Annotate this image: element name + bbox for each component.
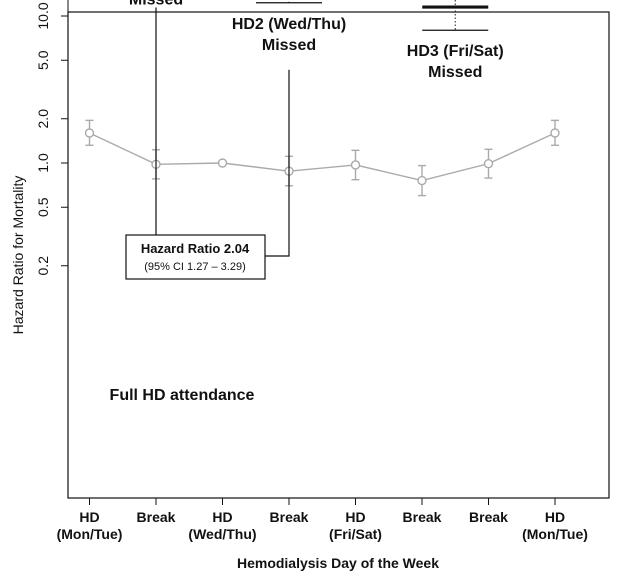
x-tick-label: HD — [345, 509, 365, 525]
missed-group-hd1: HD1 (Mon/Tue)Missed — [129, 0, 183, 9]
y-axis-title: Hazard Ratio for Mortality — [10, 176, 26, 335]
missed-label-line1: HD2 (Wed/Thu) — [232, 16, 346, 33]
x-tick-label: HD — [545, 509, 565, 525]
missed-group-hd3: HD3 (Fri/Sat) Missed — [407, 0, 504, 81]
missed-label-line2: Missed — [262, 37, 316, 54]
hazard-ratio-box — [125, 234, 266, 280]
missed-label-line2: Missed — [428, 64, 482, 81]
data-point — [417, 175, 427, 186]
x-tick-label: HD — [79, 509, 99, 525]
missed-group-hd2: HD2 (Wed/Thu) Missed — [232, 0, 346, 54]
x-axis: HD(Mon/Tue)Break HD(Wed/Thu)Break HD(Fri/S… — [57, 497, 588, 542]
x-tick-label: (Mon/Tue) — [522, 526, 588, 542]
data-point — [350, 160, 361, 170]
missed-label-line2: Missed — [129, 0, 183, 9]
x-tick-label: Break — [137, 509, 176, 525]
data-point — [217, 158, 228, 168]
hazard-ratio-box-subtitle: (95% CI 1.27 – 3.29) — [144, 261, 246, 273]
y-tick-label: 0.2 — [35, 256, 51, 276]
y-tick-label: 5.0 — [35, 50, 51, 70]
x-tick-label: Break — [270, 509, 309, 525]
hd2-connector — [265, 69, 290, 257]
x-tick-label: (Mon/Tue) — [57, 526, 123, 542]
y-tick-label: 10.0 — [35, 2, 51, 29]
x-tick-label: HD — [212, 509, 232, 525]
y-axis: 0.20.51.02.05.010.020.050.0 — [35, 0, 69, 276]
y-tick-label: 0.5 — [35, 197, 51, 217]
x-tick-label: (Fri/Sat) — [329, 526, 382, 542]
series-line — [89, 132, 556, 182]
data-point — [483, 158, 494, 169]
full-attendance-label: Full HD attendance — [110, 387, 255, 404]
y-tick-label: 1.0 — [35, 153, 51, 173]
annotations: Full HD attendance Hazard Ratio 2.04 (95… — [110, 7, 290, 404]
x-axis-title: Hemodialysis Day of the Week — [237, 555, 439, 571]
data-point — [550, 128, 560, 138]
x-tick-label: (Wed/Thu) — [188, 526, 256, 542]
y-tick-label: 2.0 — [35, 109, 51, 129]
missed-label-line1: HD3 (Fri/Sat) — [407, 43, 504, 60]
data-point — [84, 128, 95, 138]
x-tick-label: Break — [469, 509, 508, 525]
hazard-ratio-box-title: Hazard Ratio 2.04 — [141, 241, 250, 256]
x-tick-label: Break — [403, 509, 442, 525]
